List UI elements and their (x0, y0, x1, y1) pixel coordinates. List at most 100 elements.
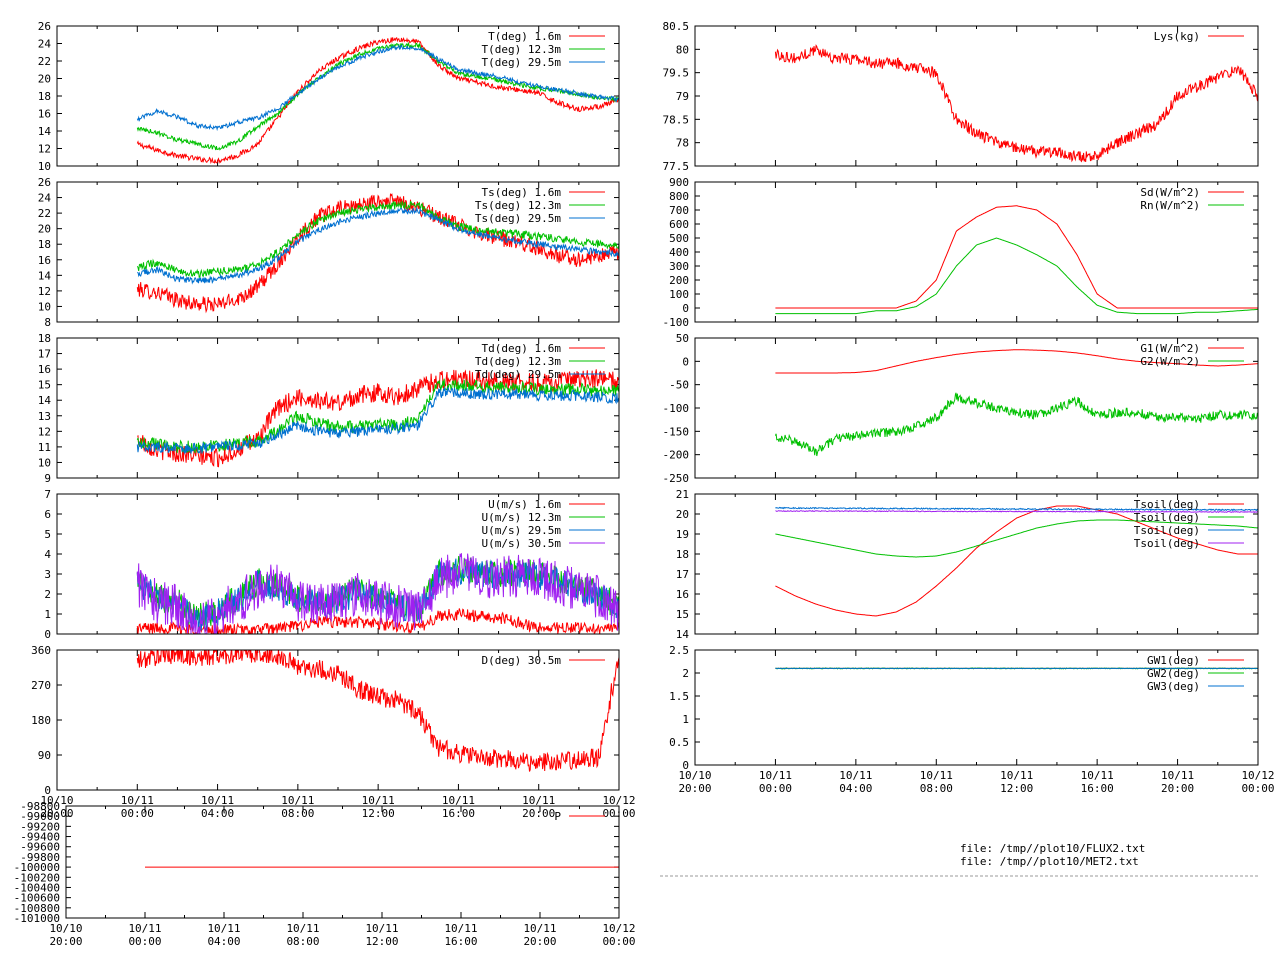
legend-label: Tsoil(deg) (1134, 511, 1200, 524)
x-tick-label-time: 00:00 (1241, 782, 1274, 795)
y-tick-label: 19 (676, 528, 689, 541)
y-tick-label: -50 (669, 379, 689, 392)
y-tick-label: 20 (38, 223, 51, 236)
x-tick-label-time: 04:00 (839, 782, 872, 795)
y-tick-label: 20 (676, 508, 689, 521)
plot-frame (56, 25, 620, 167)
series-line (775, 519, 1258, 558)
y-tick-label: 22 (38, 55, 51, 68)
y-tick-label: 0 (682, 759, 689, 772)
plot-frame (694, 181, 1259, 323)
y-tick-label: 270 (31, 679, 51, 692)
legend-label: U(m/s) 12.3m (482, 511, 562, 524)
y-tick-label: 17 (676, 568, 689, 581)
y-tick-label: 360 (31, 644, 51, 657)
x-tick-label-time: 20:00 (1161, 782, 1194, 795)
legend-label: GW2(deg) (1147, 667, 1200, 680)
y-tick-label: 7 (44, 488, 51, 501)
legend-label: Ts(deg) 1.6m (482, 186, 562, 199)
y-tick-label: -100800 (14, 902, 60, 915)
chart-lys: 77.5 78 78.5 79 79.5 80 80.5 Lys(kg) (663, 20, 1259, 173)
y-tick-label: -99000 (20, 810, 60, 823)
series-line (136, 387, 619, 455)
legend-label: Ts(deg) 29.5m (475, 212, 561, 225)
y-tick-label: 16 (676, 588, 689, 601)
y-tick-label: 0 (44, 628, 51, 641)
legend-label: T(deg) 29.5m (482, 56, 562, 69)
legend-label: Ts(deg) 12.3m (475, 199, 561, 212)
chart-p: -101000-100800-100600-100400-100200-1000… (14, 800, 636, 948)
y-tick-label: 300 (669, 260, 689, 273)
y-tick-label: 90 (38, 749, 51, 762)
legend-label: GW1(deg) (1147, 654, 1200, 667)
x-tick-label-time: 00:00 (128, 935, 161, 948)
y-tick-label: 20 (38, 73, 51, 86)
y-tick-label: 0 (682, 302, 689, 315)
y-tick-label: 21 (676, 488, 689, 501)
y-tick-label: 14 (38, 269, 52, 282)
series-line (137, 206, 619, 285)
y-tick-label: 5 (44, 528, 51, 541)
x-tick-label-date: 10/11 (1161, 769, 1194, 782)
x-tick-label-date: 10/11 (1000, 769, 1033, 782)
y-tick-label: 79.5 (663, 67, 690, 80)
y-tick-label: 78 (676, 137, 689, 150)
y-tick-label: -100200 (14, 871, 60, 884)
series-line (136, 553, 619, 634)
y-tick-label: 26 (38, 20, 51, 33)
legend-label: Sd(W/m^2) (1140, 186, 1200, 199)
x-tick-label-time: 20:00 (49, 935, 82, 948)
y-tick-label: 100 (669, 288, 689, 301)
x-tick-label-date: 10/11 (281, 794, 314, 807)
x-tick-label-date: 10/10 (678, 769, 711, 782)
series-line (775, 506, 1258, 512)
plot-frame (56, 181, 620, 323)
x-tick-label-date: 10/11 (121, 794, 154, 807)
x-tick-label-time: 20:00 (522, 807, 555, 820)
y-tick-label: 10 (38, 300, 51, 313)
y-tick-label: 80 (676, 43, 689, 56)
series-line (136, 44, 619, 132)
y-tick-label: 10 (38, 160, 51, 173)
x-tick-label-date: 10/11 (201, 794, 234, 807)
x-tick-label-date: 10/11 (839, 769, 872, 782)
legend-label: Lys(kg) (1154, 30, 1200, 43)
legend-label: Tsoil(deg) (1134, 537, 1200, 550)
y-tick-label: -100400 (14, 881, 60, 894)
legend-label: T(deg) 12.3m (482, 43, 562, 56)
file-line-1: file: /tmp//plot10/FLUX2.txt (960, 842, 1145, 855)
y-tick-label: 14 (38, 394, 52, 407)
plot-frame (694, 493, 1259, 635)
x-tick-label-date: 10/11 (522, 794, 555, 807)
y-tick-label: 9 (44, 472, 51, 485)
y-tick-label: 12 (38, 425, 51, 438)
series-line (136, 36, 619, 165)
y-tick-label: -100000 (14, 861, 60, 874)
y-tick-label: -98800 (20, 800, 60, 813)
legend-label: D(deg) 30.5m (482, 654, 562, 667)
y-tick-label: -100600 (14, 892, 60, 905)
x-tick-label-date: 10/11 (365, 922, 398, 935)
legend-label: G2(W/m^2) (1140, 355, 1200, 368)
y-tick-label: 18 (38, 90, 51, 103)
x-tick-label-time: 00:00 (759, 782, 792, 795)
y-tick-label: 18 (38, 238, 51, 251)
y-tick-label: -99800 (20, 851, 60, 864)
y-tick-label: 1 (682, 713, 689, 726)
x-tick-label-date: 10/11 (128, 922, 161, 935)
y-tick-label: 24 (38, 192, 52, 205)
x-tick-label-date: 10/10 (49, 922, 82, 935)
plot-frame (56, 337, 620, 479)
y-tick-label: 0 (44, 784, 51, 797)
y-tick-label: 12 (38, 285, 51, 298)
y-tick-label: 16 (38, 108, 51, 121)
y-tick-label: 22 (38, 207, 51, 220)
x-tick-label-date: 10/11 (759, 769, 792, 782)
y-tick-label: 77.5 (663, 160, 690, 173)
x-tick-label-date: 10/11 (920, 769, 953, 782)
x-tick-label-date: 10/11 (523, 922, 556, 935)
x-tick-label-time: 12:00 (362, 807, 395, 820)
legend-label: U(m/s) 1.6m (488, 498, 561, 511)
